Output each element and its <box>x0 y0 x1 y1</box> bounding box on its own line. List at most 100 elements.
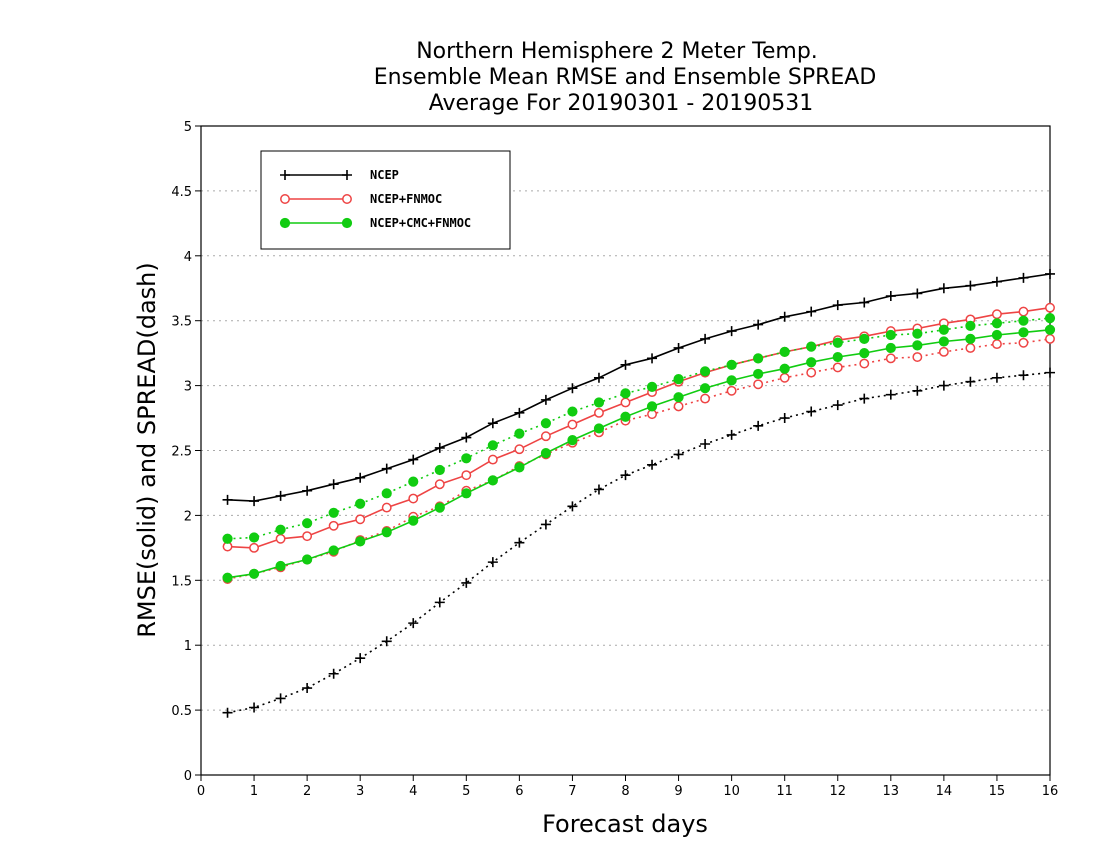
y-tick-label: 0.5 <box>171 704 192 719</box>
x-tick-label: 0 <box>197 784 205 799</box>
spread-point <box>1045 333 1055 344</box>
rmse-point <box>673 342 684 353</box>
rmse-point <box>620 411 631 422</box>
rmse-point <box>567 435 578 446</box>
legend-label: NCEP+FNMOC <box>370 192 442 206</box>
spread-point <box>779 372 790 383</box>
spread-point <box>461 453 472 464</box>
spread-point <box>753 379 764 390</box>
spread-point <box>673 374 684 385</box>
spread-point <box>885 389 896 400</box>
legend-marker <box>280 170 290 180</box>
x-tick-label: 16 <box>1042 784 1059 799</box>
spread-point <box>540 519 551 530</box>
legend-item: NCEP <box>280 168 399 182</box>
rmse-point <box>381 527 392 538</box>
rmse-point <box>328 479 339 490</box>
rmse-point <box>859 348 870 359</box>
spread-point <box>487 440 498 451</box>
x-tick-label: 3 <box>356 784 364 799</box>
rmse-point <box>594 407 604 418</box>
rmse-point <box>885 342 896 354</box>
rmse-point <box>991 309 1002 320</box>
spread-line <box>227 371 1051 714</box>
spread-point <box>646 381 658 392</box>
rmse-point <box>302 554 313 565</box>
rmse-point <box>275 560 286 572</box>
rmse-point <box>249 542 260 553</box>
spread-point <box>408 476 419 487</box>
chart-title-line-2: Ensemble Mean RMSE and Ensemble SPREAD <box>374 65 877 90</box>
spread-point <box>620 388 631 399</box>
spread-point <box>938 346 949 357</box>
spread-point <box>487 557 498 568</box>
spread-point <box>1044 313 1056 324</box>
rmse-point <box>328 545 339 556</box>
rmse-point <box>302 531 313 542</box>
rmse-point <box>514 444 525 455</box>
y-tick-label: 2.5 <box>171 445 192 460</box>
rmse-point <box>461 488 472 499</box>
rmse-point <box>381 463 392 474</box>
rmse-point <box>275 490 286 501</box>
rmse-point <box>328 520 339 531</box>
rmse-line <box>227 273 1051 502</box>
rmse-point <box>222 572 233 583</box>
y-tick-label: 4.5 <box>171 185 192 200</box>
series-layer <box>222 268 1056 718</box>
spread-point <box>912 385 923 396</box>
spread-point <box>965 320 976 331</box>
rmse-point <box>779 311 790 322</box>
spread-point <box>408 618 419 629</box>
rmse-point <box>938 336 949 347</box>
spread-point <box>434 464 445 476</box>
spread-point <box>832 362 843 373</box>
x-tick-label: 12 <box>829 784 846 799</box>
legend-label: NCEP+CMC+FNMOC <box>370 216 471 230</box>
legend: NCEP NCEP+FNMOC NCEP+CMC+FNMOC <box>260 150 511 250</box>
rmse-point <box>779 363 790 374</box>
spread-point <box>912 352 923 362</box>
rmse-point <box>355 514 366 525</box>
spread-point <box>991 318 1003 329</box>
y-tick-label: 2 <box>184 509 192 524</box>
spread-point <box>381 636 392 647</box>
spread-point <box>673 401 684 412</box>
spread-point <box>726 429 737 440</box>
x-tick-label: 1 <box>250 784 258 799</box>
rmse-point <box>248 568 260 579</box>
series-ncep <box>222 268 1055 718</box>
spread-point <box>938 324 949 335</box>
spread-point <box>726 385 737 396</box>
x-tick-label: 11 <box>776 784 793 799</box>
legend-item: NCEP+CMC+FNMOC <box>279 216 471 230</box>
spread-point <box>885 329 896 341</box>
spread-point <box>859 333 870 344</box>
rmse-point <box>355 536 366 547</box>
rmse-point <box>461 432 472 443</box>
y-axis-label: RMSE(solid) and SPREAD(dash) <box>133 262 161 638</box>
spread-point <box>1018 337 1029 348</box>
rmse-point <box>806 306 817 317</box>
spread-point <box>699 366 711 377</box>
rmse-point <box>938 283 949 294</box>
rmse-line <box>227 329 1051 579</box>
rmse-point <box>593 423 605 434</box>
series-ncep-fnmoc <box>222 302 1055 584</box>
rmse-point <box>753 368 764 380</box>
rmse-point <box>461 470 472 481</box>
axis-ticks <box>195 125 1051 781</box>
y-tick-label: 4 <box>184 250 192 265</box>
legend-marker <box>342 194 352 204</box>
spread-point <box>673 449 684 460</box>
rmse-point <box>806 357 817 368</box>
spread-point <box>806 406 817 417</box>
rmse-point <box>540 431 551 442</box>
spread-point <box>859 358 870 369</box>
x-tick-label: 9 <box>674 784 682 799</box>
rmse-point <box>434 479 445 490</box>
legend-item: NCEP+FNMOC <box>280 192 442 206</box>
spread-point <box>593 397 605 408</box>
spread-point <box>249 702 260 713</box>
